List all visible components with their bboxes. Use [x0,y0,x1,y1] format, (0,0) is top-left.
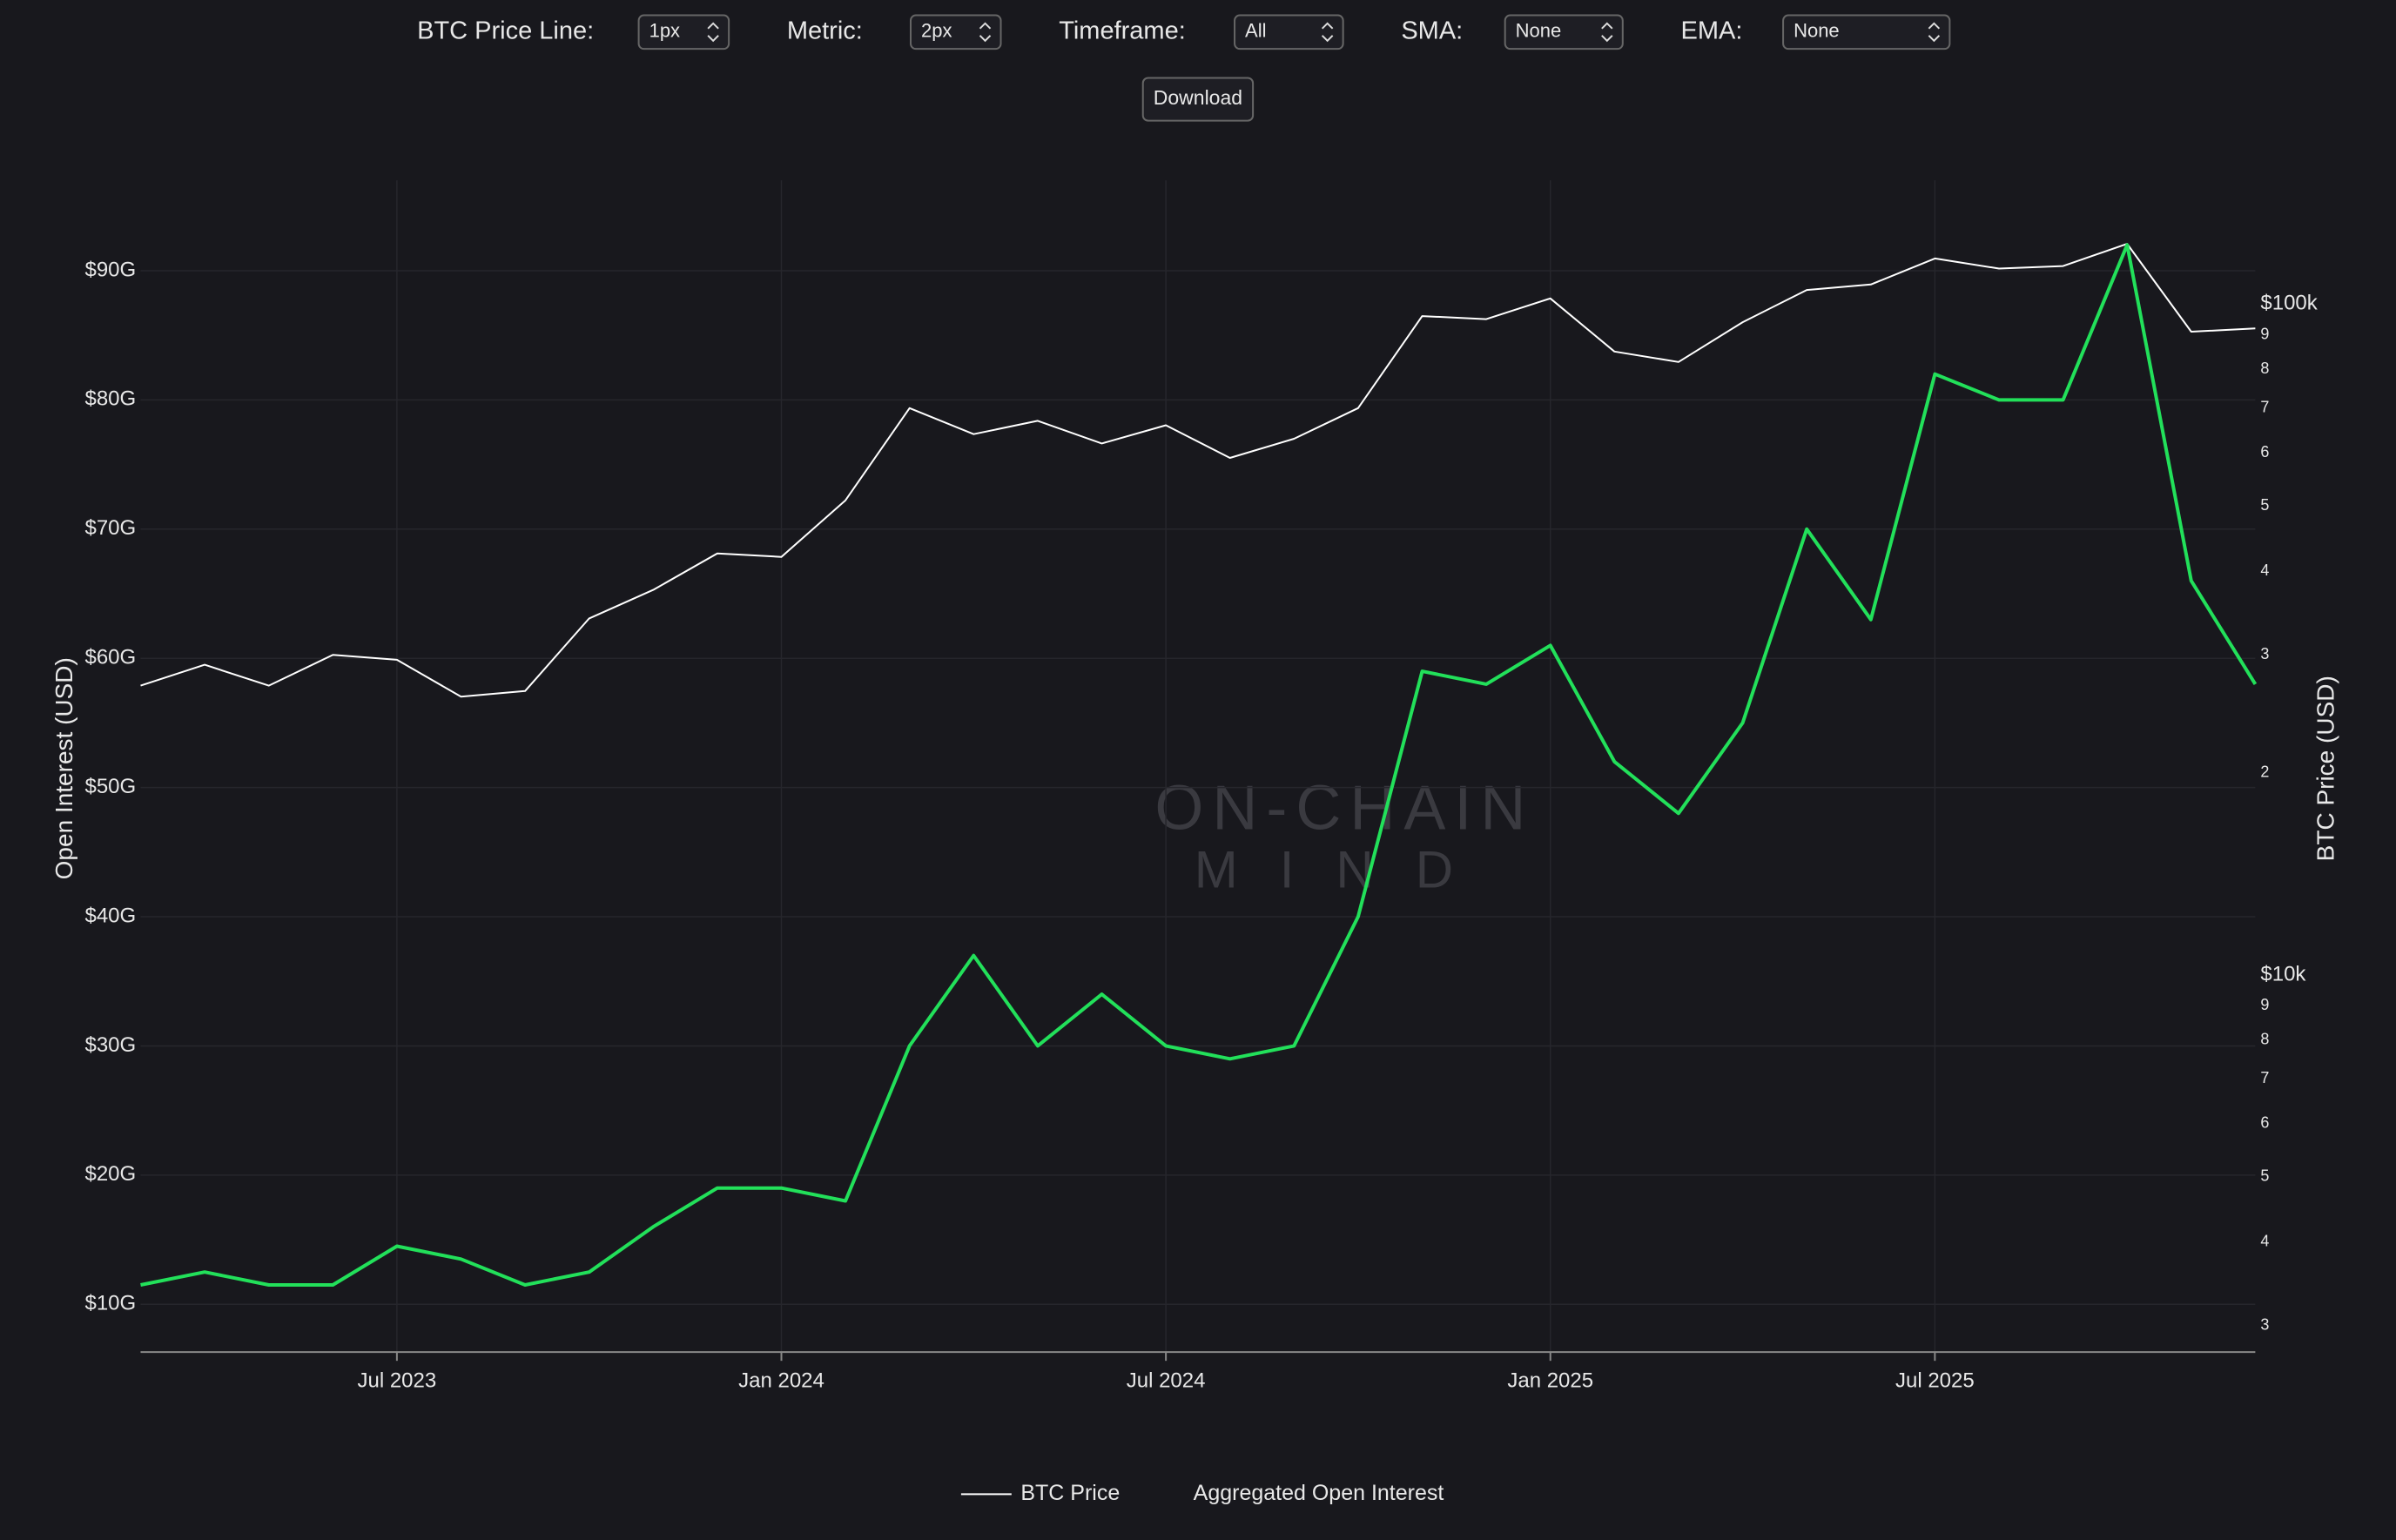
download-button[interactable] [1141,77,1255,122]
control-label: BTC Price Line: [417,17,594,45]
x-tick-label: Jul 2024 [1127,1369,1206,1393]
y-tick-label: $30G [84,1033,136,1057]
y2-tick-label: $100k [2260,292,2318,315]
watermark: MIND [1195,841,1495,899]
y-tick-label: $50G [84,775,136,798]
select-arrow [979,22,992,43]
x-tick-label: Jul 2023 [357,1369,436,1393]
y2-tick-label: 3 [2260,1316,2269,1334]
x-tick-label: Jul 2025 [1895,1369,1975,1393]
y2-tick-label: 4 [2260,562,2269,579]
y2-tick-label: 6 [2260,1114,2269,1132]
y2-axis-title: BTC Price (USD) [2312,676,2339,861]
y2-tick-label: 7 [2260,399,2269,416]
y-tick-label: $40G [84,904,136,927]
select-box[interactable] [909,14,1002,50]
x-tick-label: Jan 2025 [1507,1369,1593,1393]
y2-tick-label: 3 [2260,645,2269,662]
y2-tick-label: 5 [2260,1167,2269,1185]
y-tick-label: $20G [84,1162,136,1186]
series-line [140,243,2258,1287]
y2-tick-label: 6 [2260,443,2269,461]
y2-tick-label: 2 [2260,763,2269,781]
control-label: Metric: [787,17,863,45]
y2-tick-label: 8 [2260,1030,2269,1047]
select-box[interactable] [1782,14,1951,50]
series-line [140,243,2256,698]
y2-tick-label: 9 [2260,325,2269,342]
y2-tick-label: 7 [2260,1069,2269,1086]
control-label: Timeframe: [1059,17,1186,45]
y-axis-title: Open Interest (USD) [50,657,77,879]
select-value[interactable]: None [1516,20,1562,42]
select-value[interactable]: 1px [649,20,680,42]
y-tick-label: $10G [84,1292,136,1315]
select-box[interactable] [637,14,730,50]
y-tick-label: $70G [84,516,136,540]
select-box[interactable] [1234,14,1344,50]
y2-tick-label: 8 [2260,360,2269,377]
y-tick-label: $60G [84,646,136,669]
y2-tick-label: 4 [2260,1232,2269,1249]
select-value[interactable]: 2px [921,20,952,42]
watermark: ON-CHAIN [1154,774,1534,844]
select-arrow [1321,22,1334,43]
select-arrow [1928,22,1941,43]
select-box[interactable] [1504,14,1624,50]
x-tick-label: Jan 2024 [738,1369,824,1393]
select-arrow [707,22,719,43]
control-label: EMA: [1681,17,1743,45]
control-label: SMA: [1401,17,1463,45]
legend-label: BTC Price [1020,1481,1120,1505]
download-label[interactable]: Download [1154,86,1242,109]
select-arrow [1601,22,1613,43]
y2-tick-label: 9 [2260,996,2269,1013]
select-value[interactable]: None [1794,20,1840,42]
y-tick-label: $80G [84,387,136,411]
y-tick-label: $90G [84,258,136,281]
legend-label: Aggregated Open Interest [1194,1481,1444,1505]
y2-tick-label: $10k [2260,962,2306,985]
y2-tick-label: 5 [2260,496,2269,514]
select-value[interactable]: All [1245,20,1266,42]
